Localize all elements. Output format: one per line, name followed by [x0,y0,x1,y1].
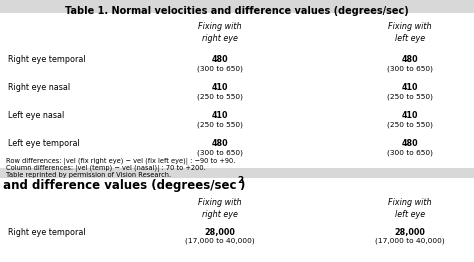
Text: Table 1. Normal velocities and difference values (degrees/sec): Table 1. Normal velocities and differenc… [65,6,409,16]
Text: ): ) [239,179,245,192]
Text: 410: 410 [402,83,418,92]
Text: (250 to 550): (250 to 550) [197,121,243,128]
Text: (300 to 650): (300 to 650) [387,65,433,72]
Text: (17,000 to 40,000): (17,000 to 40,000) [185,238,255,244]
Text: Row differences: |vel (fix right eye) − vel (fix left eye)| : −90 to +90.: Row differences: |vel (fix right eye) − … [6,158,236,165]
Text: 480: 480 [212,139,228,148]
Text: Fixing with
left eye: Fixing with left eye [388,198,432,219]
Text: 28,000: 28,000 [394,228,426,237]
Text: 480: 480 [401,55,419,64]
Text: (300 to 650): (300 to 650) [387,149,433,156]
Text: (300 to 650): (300 to 650) [197,65,243,72]
Text: (250 to 550): (250 to 550) [197,93,243,100]
Text: 2: 2 [237,176,243,185]
Text: Right eye nasal: Right eye nasal [8,83,70,92]
Text: Fixing with
left eye: Fixing with left eye [388,22,432,43]
Text: 480: 480 [401,139,419,148]
Text: Right eye temporal: Right eye temporal [8,55,86,64]
Text: Table reprinted by permission of Vision Research.: Table reprinted by permission of Vision … [6,172,171,178]
Text: Left eye temporal: Left eye temporal [8,139,80,148]
Text: 480: 480 [212,55,228,64]
Text: (250 to 550): (250 to 550) [387,93,433,100]
Text: Fixing with
right eye: Fixing with right eye [198,22,242,43]
Bar [0,178,474,262]
Text: Table 2. Normal accelerations and difference values (degrees/sec: Table 2. Normal accelerations and differ… [0,179,237,192]
Text: Column differences: |vel (temp) − vel (nasal)| : 70 to +200.: Column differences: |vel (temp) − vel (n… [6,165,206,172]
Text: Fixing with
right eye: Fixing with right eye [198,198,242,219]
Text: Left eye nasal: Left eye nasal [8,111,64,120]
Text: (17,000 to 40,000): (17,000 to 40,000) [375,238,445,244]
Text: (300 to 650): (300 to 650) [197,149,243,156]
Text: 28,000: 28,000 [205,228,236,237]
Bar [0,13,474,168]
Text: 410: 410 [212,111,228,120]
Text: (250 to 550): (250 to 550) [387,121,433,128]
Text: Right eye temporal: Right eye temporal [8,228,86,237]
Text: 410: 410 [402,111,418,120]
Text: 410: 410 [212,83,228,92]
